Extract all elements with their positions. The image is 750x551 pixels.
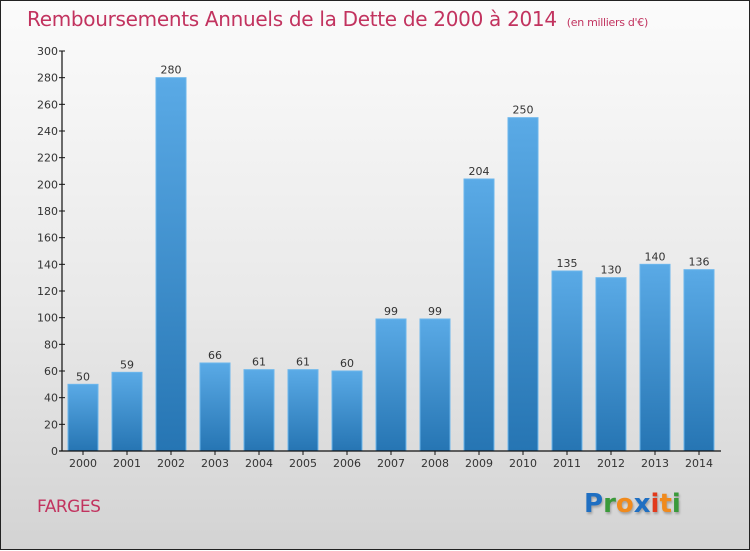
- bar-2010: [507, 117, 539, 452]
- value-label-2011: 135: [557, 257, 578, 270]
- value-label-2004: 61: [252, 356, 266, 369]
- x-tick-label-2008: 2008: [421, 457, 449, 470]
- chart-subtitle: (en milliers d'€): [566, 16, 648, 29]
- proxiti-logo: Proxiti: [584, 489, 681, 519]
- logo-letter: x: [633, 489, 651, 519]
- chart-title: Remboursements Annuels de la Dette de 20…: [27, 7, 648, 31]
- value-label-2003: 66: [208, 349, 222, 362]
- bar-2000: [67, 383, 99, 452]
- y-tick-label-300: 300: [37, 45, 58, 58]
- bar-2014: [683, 269, 715, 452]
- value-label-2014: 136: [689, 256, 710, 269]
- bar-2004: [243, 369, 275, 452]
- value-label-2005: 61: [296, 356, 310, 369]
- bar-2005: [287, 369, 319, 452]
- value-label-2000: 50: [76, 370, 90, 383]
- x-tick-label-2003: 2003: [201, 457, 229, 470]
- value-label-2002: 280: [161, 64, 182, 77]
- value-label-2013: 140: [645, 250, 666, 263]
- logo-letter: t: [659, 489, 672, 519]
- y-tick-label-0: 0: [51, 445, 58, 458]
- y-tick-label-20: 20: [44, 418, 58, 431]
- x-tick-label-2004: 2004: [245, 457, 273, 470]
- y-tick-label-120: 120: [37, 285, 58, 298]
- value-label-2001: 59: [120, 358, 134, 371]
- y-tick-label-280: 280: [37, 72, 58, 85]
- y-tick-label-60: 60: [44, 365, 58, 378]
- title-text: Remboursements Annuels de la Dette de 20…: [27, 7, 557, 31]
- y-tick-label-100: 100: [37, 312, 58, 325]
- bar-2002: [155, 77, 187, 452]
- bar-2006: [331, 370, 363, 452]
- x-tick-label-2014: 2014: [685, 457, 713, 470]
- bar-2013: [639, 263, 671, 452]
- value-label-2007: 99: [384, 305, 398, 318]
- axes-group: 2000 2001 2002 2003 2004 2005 2006 2007 2008 2009…: [37, 45, 721, 470]
- x-tick-label-2001: 2001: [113, 457, 141, 470]
- bar-2007: [375, 318, 407, 452]
- bar-2012: [595, 277, 627, 452]
- bar-2003: [199, 362, 231, 452]
- logo-letter: o: [615, 489, 634, 519]
- bar-2001: [111, 371, 143, 452]
- value-label-2012: 130: [601, 264, 622, 277]
- x-tick-label-2012: 2012: [597, 457, 625, 470]
- logo-letter: i: [671, 489, 681, 519]
- value-label-2008: 99: [428, 305, 442, 318]
- x-tick-label-2007: 2007: [377, 457, 405, 470]
- x-tick-label-2010: 2010: [509, 457, 537, 470]
- place-name: FARGES: [37, 497, 101, 517]
- y-tick-label-200: 200: [37, 178, 58, 191]
- y-tick-label-80: 80: [44, 338, 58, 351]
- x-tick-label-2009: 2009: [465, 457, 493, 470]
- y-tick-label-40: 40: [44, 392, 58, 405]
- logo-letter: i: [650, 489, 660, 519]
- logo-letter: r: [603, 489, 616, 519]
- logo-letter: P: [584, 489, 604, 519]
- y-tick-label-260: 260: [37, 98, 58, 111]
- x-tick-label-2005: 2005: [289, 457, 317, 470]
- x-tick-label-2000: 2000: [69, 457, 97, 470]
- bar-2008: [419, 318, 451, 452]
- y-tick-label-160: 160: [37, 232, 58, 245]
- bar-2009: [463, 178, 495, 452]
- value-label-2010: 250: [513, 104, 534, 117]
- y-tick-label-220: 220: [37, 152, 58, 165]
- value-label-2006: 60: [340, 357, 354, 370]
- value-label-2009: 204: [469, 165, 490, 178]
- x-tick-label-2006: 2006: [333, 457, 361, 470]
- x-tick-label-2002: 2002: [157, 457, 185, 470]
- x-tick-label-2011: 2011: [553, 457, 581, 470]
- bars-group: 50 59 280 66 61 61 60 99 99 204 250 135 130 140 136: [67, 64, 715, 452]
- y-tick-label-240: 240: [37, 125, 58, 138]
- x-tick-label-2013: 2013: [641, 457, 669, 470]
- bar-2011: [551, 270, 583, 452]
- y-tick-label-140: 140: [37, 258, 58, 271]
- y-tick-label-180: 180: [37, 205, 58, 218]
